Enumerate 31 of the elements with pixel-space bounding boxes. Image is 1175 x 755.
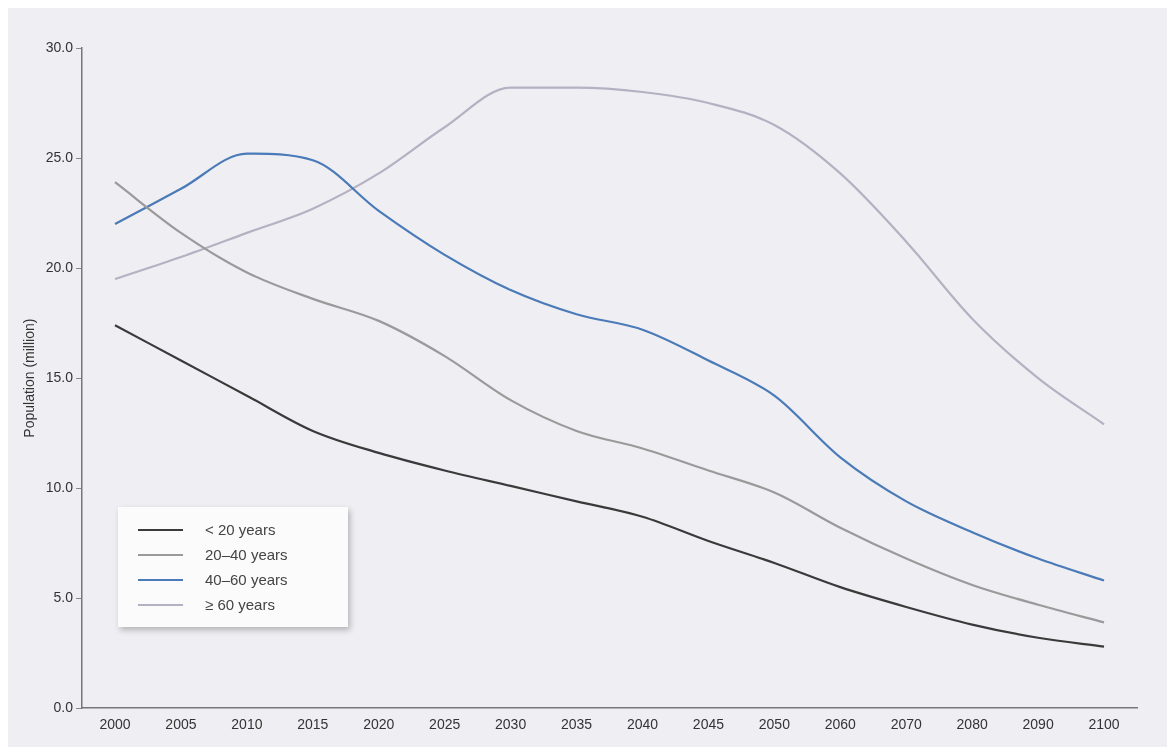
line-series — [113, 181, 1106, 624]
x-tick-label: 2030 — [495, 716, 527, 733]
x-tick-label: 2010 — [231, 716, 263, 733]
line-series — [113, 86, 1106, 426]
x-tick-label: 2020 — [363, 716, 395, 733]
y-tick-label: 20.0 — [45, 258, 74, 275]
x-tick-label: 2040 — [626, 716, 659, 733]
y-tick-label: 30.0 — [45, 38, 74, 55]
x-tick-label: 2025 — [429, 716, 461, 733]
x-tick-label: 2035 — [560, 716, 593, 733]
x-tick-label: 2005 — [165, 716, 197, 733]
y-tick-label: 5.0 — [53, 589, 74, 606]
legend-label: ≥ 60 years — [205, 596, 275, 613]
y-tick-label: 15.0 — [45, 368, 74, 385]
x-tick-label: 2100 — [1088, 716, 1120, 733]
x-tick-label: 2090 — [1022, 716, 1054, 733]
x-tick-label: 2045 — [692, 716, 725, 733]
x-tick-label: 2080 — [956, 716, 988, 733]
y-tick-label: 25.0 — [45, 148, 74, 165]
x-tick-label: 2000 — [99, 716, 131, 733]
x-tick-label: 2060 — [824, 716, 857, 733]
x-tick-label: 2070 — [890, 716, 923, 733]
y-tick-label: 10.0 — [45, 478, 74, 495]
y-tick-label: 0.0 — [53, 699, 74, 716]
y-axis-title: Population (million) — [21, 318, 38, 438]
legend-label: 20–40 years — [205, 546, 288, 563]
x-tick-label: 2015 — [297, 716, 329, 733]
line-series — [113, 324, 1106, 648]
x-tick-label: 2050 — [758, 716, 791, 733]
legend-label: < 20 years — [205, 521, 276, 538]
legend-label: 40–60 years — [205, 571, 288, 588]
